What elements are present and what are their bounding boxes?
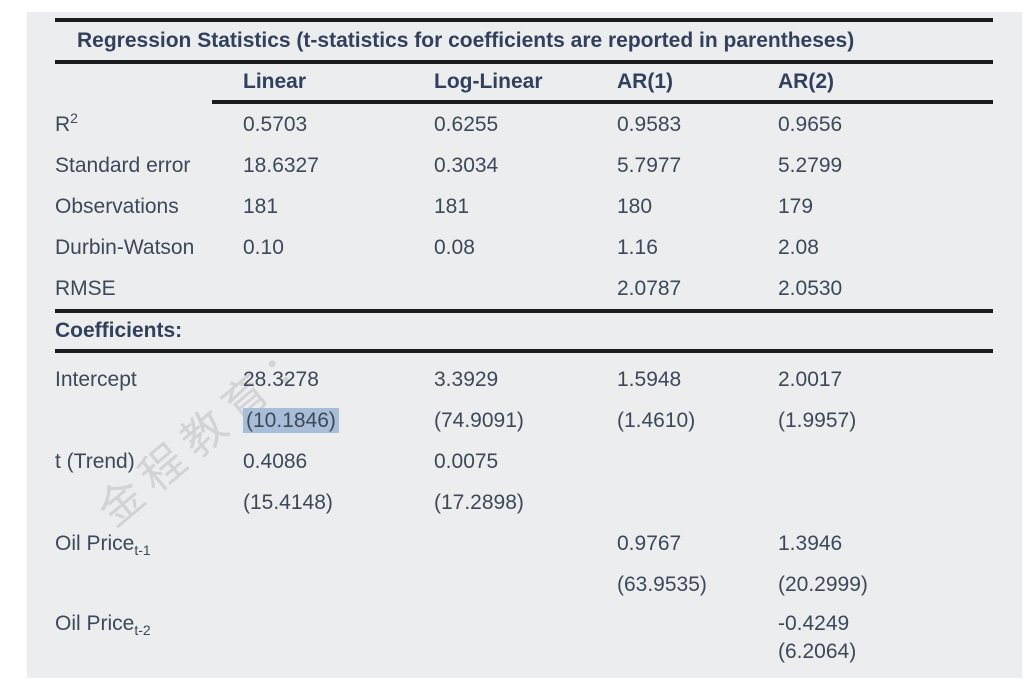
table-panel: 金程教育： Regression Statistics (t-statistic… <box>27 12 1022 678</box>
header-row: Linear Log-Linear AR(1) AR(2) <box>55 64 993 100</box>
value-cell: 181 <box>434 195 470 218</box>
tstat-spacer <box>55 564 243 605</box>
coefficient-group-oil-price-lag2: Oil Pricet-2 -0.4249 (6.2064) <box>55 610 993 666</box>
row-label-subscript: t-1 <box>134 542 151 559</box>
value-cell: 0.9656 <box>778 113 843 136</box>
value-cell: 0.3034 <box>434 154 499 177</box>
row-label: t (Trend) <box>55 450 135 473</box>
tstat-cell <box>434 638 617 666</box>
row-label: RMSE <box>55 277 116 300</box>
value-cell: 1.16 <box>617 236 658 259</box>
value-cell: 0.4086 <box>243 450 308 473</box>
value-cell: 0.6255 <box>434 113 499 136</box>
tstat-spacer <box>55 482 243 523</box>
value-cell <box>243 268 434 309</box>
value-cell <box>434 523 617 564</box>
column-header-spacer <box>55 64 243 100</box>
tstat-cell <box>778 482 993 523</box>
tstat-cell <box>243 564 434 605</box>
value-cell: 0.10 <box>243 236 284 259</box>
value-cell: 0.08 <box>434 236 475 259</box>
tstat-cell: (63.9535) <box>617 573 707 596</box>
horizontal-rule-under-title <box>55 60 993 64</box>
value-cell: 3.3929 <box>434 368 499 391</box>
row-label-superscript: 2 <box>70 110 78 126</box>
value-cell <box>243 610 434 638</box>
value-cell: 5.7977 <box>617 154 682 177</box>
value-cell: 0.0075 <box>434 450 499 473</box>
tstat-spacer <box>55 638 243 666</box>
horizontal-rule-top <box>55 18 993 22</box>
value-cell: 2.0530 <box>778 277 843 300</box>
value-cell <box>434 268 617 309</box>
value-cell <box>778 441 993 482</box>
value-cell: 0.5703 <box>243 113 308 136</box>
value-cell: 181 <box>243 195 279 218</box>
table-title: Regression Statistics (t-statistics for … <box>77 29 855 52</box>
horizontal-rule-above-coefficients <box>55 309 993 313</box>
value-cell: 0.9583 <box>617 113 682 136</box>
row-label-text: Oil Price <box>55 612 135 635</box>
row-label-subscript: t-2 <box>134 622 151 639</box>
horizontal-rule-under-header <box>212 100 993 104</box>
tstat-cell <box>434 564 617 605</box>
coefficient-group-intercept: Intercept 28.3278 3.3929 1.5948 2.0017 (… <box>55 359 993 441</box>
tstat-cell: (20.2999) <box>778 573 868 596</box>
column-header: AR(2) <box>778 70 834 93</box>
value-cell: 180 <box>617 195 653 218</box>
value-cell <box>243 523 434 564</box>
value-cell <box>617 610 778 638</box>
section-header: Coefficients: <box>55 319 183 342</box>
row-label: R2 <box>55 104 243 145</box>
tstat-cell: (6.2064) <box>778 640 857 663</box>
stats-rows: R2 0.5703 0.6255 0.9583 0.9656 Standard … <box>55 104 993 309</box>
tstat-cell: (15.4148) <box>243 491 333 514</box>
row-label-text: R <box>55 113 71 136</box>
value-cell: 1.3946 <box>778 532 843 555</box>
value-cell: -0.4249 <box>778 612 850 635</box>
row-label: Durbin-Watson <box>55 236 195 259</box>
value-cell: 179 <box>778 195 814 218</box>
tstat-cell <box>243 638 434 666</box>
value-cell: 0.9767 <box>617 532 682 555</box>
tstat-cell: (74.9091) <box>434 409 524 432</box>
regression-table: Regression Statistics (t-statistics for … <box>55 18 993 666</box>
row-label: Observations <box>55 195 179 218</box>
tstat-spacer <box>55 400 243 441</box>
coefficient-group-trend: t (Trend) 0.4086 0.0075 (15.4148) (17.28… <box>55 441 993 523</box>
tstat-cell <box>617 482 778 523</box>
value-cell: 5.2799 <box>778 154 843 177</box>
row-label: Intercept <box>55 368 137 391</box>
column-header: Linear <box>243 70 307 93</box>
value-cell: 2.08 <box>778 236 819 259</box>
highlighted-t-stat: (10.1846) <box>243 408 339 433</box>
tstat-cell: (1.4610) <box>617 409 696 432</box>
value-cell <box>434 610 617 638</box>
tstat-cell <box>617 638 778 666</box>
coefficient-group-oil-price-lag1: Oil Pricet-1 0.9767 1.3946 (63.9535) (20… <box>55 523 993 605</box>
column-header: Log-Linear <box>434 70 543 93</box>
tstat-cell: (1.9957) <box>778 409 857 432</box>
value-cell <box>617 441 778 482</box>
row-label-text: Oil Price <box>55 532 135 555</box>
horizontal-rule-below-coefficients <box>55 349 993 353</box>
value-cell: 1.5948 <box>617 368 682 391</box>
row-label: Oil Pricet-1 <box>55 523 243 564</box>
value-cell: 2.0787 <box>617 277 682 300</box>
tstat-cell: (10.1846) <box>243 400 434 441</box>
value-cell: 28.3278 <box>243 368 319 391</box>
value-cell: 18.6327 <box>243 154 319 177</box>
value-cell: 2.0017 <box>778 368 843 391</box>
row-label: Oil Pricet-2 <box>55 610 243 638</box>
tstat-cell: (17.2898) <box>434 491 524 514</box>
row-label: Standard error <box>55 154 191 177</box>
column-header: AR(1) <box>617 70 673 93</box>
